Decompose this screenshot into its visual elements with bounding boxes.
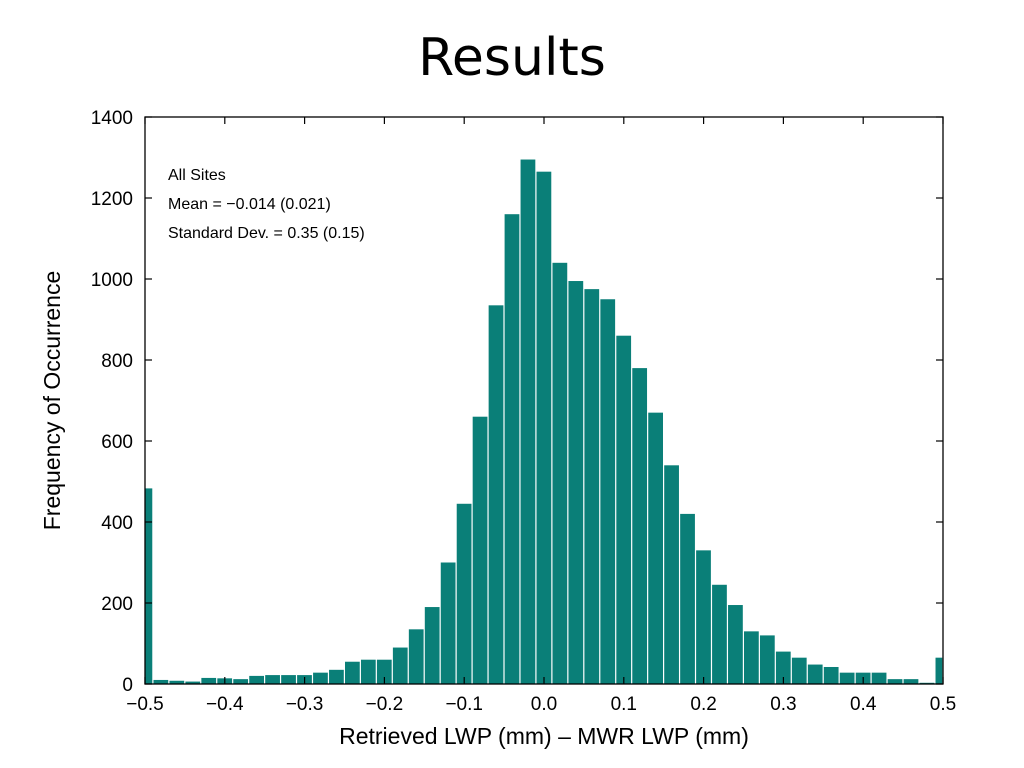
histogram-bar xyxy=(408,629,424,684)
x-tick-label: −0.4 xyxy=(206,694,244,715)
histogram-bar xyxy=(823,666,839,684)
y-tick-label: 0 xyxy=(122,675,133,696)
y-tick-label: 800 xyxy=(101,351,133,372)
x-tick-label: 0.1 xyxy=(611,694,637,715)
histogram-bar xyxy=(488,305,504,684)
x-tick-label: −0.1 xyxy=(445,694,483,715)
histogram-bar xyxy=(887,679,903,684)
x-axis-title: Retrieved LWP (mm) – MWR LWP (mm) xyxy=(339,723,749,749)
histogram-bar xyxy=(249,675,264,684)
histogram-bar xyxy=(520,159,536,684)
y-axis-title: Frequency of Occurrence xyxy=(39,271,65,531)
histogram-bar xyxy=(775,651,791,684)
x-tick-label: 0.3 xyxy=(770,694,796,715)
histogram-bars xyxy=(145,159,943,685)
histogram-bar xyxy=(552,262,568,684)
histogram-bar xyxy=(728,605,743,684)
x-tick-label: −0.5 xyxy=(126,694,164,715)
x-tick-label: 0.0 xyxy=(531,694,557,715)
histogram-bar xyxy=(329,669,344,684)
x-tick-label: 0.2 xyxy=(690,694,716,715)
histogram-bar xyxy=(153,679,169,684)
histogram-bar xyxy=(185,681,201,684)
y-tick-label: 1000 xyxy=(91,270,133,291)
histogram-bar xyxy=(807,664,823,684)
histogram-bar xyxy=(345,661,360,684)
histogram-bar xyxy=(568,281,584,684)
histogram-bar xyxy=(600,299,616,684)
histogram-bar xyxy=(456,503,472,684)
histogram-bar xyxy=(376,659,392,684)
y-tick-label: 1400 xyxy=(91,108,133,129)
histogram-bar xyxy=(839,672,855,684)
histogram-bar xyxy=(664,465,679,684)
histogram-bar xyxy=(935,657,943,684)
y-tick-label: 1200 xyxy=(91,189,133,210)
histogram-bar xyxy=(424,607,440,684)
annotation-mean: Mean = −0.014 (0.021) xyxy=(168,196,331,213)
histogram-bar xyxy=(696,550,711,684)
histogram-bar xyxy=(169,680,185,684)
histogram-bar xyxy=(313,672,328,684)
histogram-bar xyxy=(472,416,488,684)
histogram-bar xyxy=(680,513,695,684)
histogram-bar xyxy=(504,214,520,684)
x-tick-label: 0.4 xyxy=(850,694,877,715)
annotation-std-dev: Standard Dev. = 0.35 (0.15) xyxy=(168,225,365,242)
histogram-bar xyxy=(281,675,296,684)
y-tick-label: 400 xyxy=(101,513,133,534)
x-tick-label: 0.5 xyxy=(930,694,956,715)
histogram-bar xyxy=(145,488,153,684)
histogram-bar xyxy=(233,679,249,684)
histogram-bar xyxy=(584,289,600,684)
histogram-bar xyxy=(536,171,552,685)
histogram-bar xyxy=(903,679,919,684)
axis-ticks: −0.5 −0.4 −0.3 −0.2 −0.1 0.0 0.1 0.2 0.3 0.4 0.5 0 2… xyxy=(91,108,956,715)
histogram-bar xyxy=(632,368,648,684)
annotation-sites: All Sites xyxy=(168,167,226,184)
histogram-bar xyxy=(759,635,775,684)
histogram-bar xyxy=(265,675,280,684)
histogram-bar xyxy=(791,657,807,684)
x-tick-label: −0.2 xyxy=(366,694,404,715)
histogram-bar xyxy=(201,677,217,684)
y-tick-label: 600 xyxy=(101,432,133,453)
histogram-bar xyxy=(712,584,727,684)
histogram-bar xyxy=(440,562,456,684)
histogram-bar xyxy=(392,647,408,684)
slide-title: Results xyxy=(418,28,606,88)
histogram-bar xyxy=(744,631,759,684)
histogram-bar xyxy=(871,672,887,684)
histogram-bar xyxy=(616,335,632,684)
histogram-bar xyxy=(360,659,376,684)
x-tick-label: −0.3 xyxy=(286,694,324,715)
y-tick-label: 200 xyxy=(101,594,133,615)
histogram-bar xyxy=(648,412,663,684)
